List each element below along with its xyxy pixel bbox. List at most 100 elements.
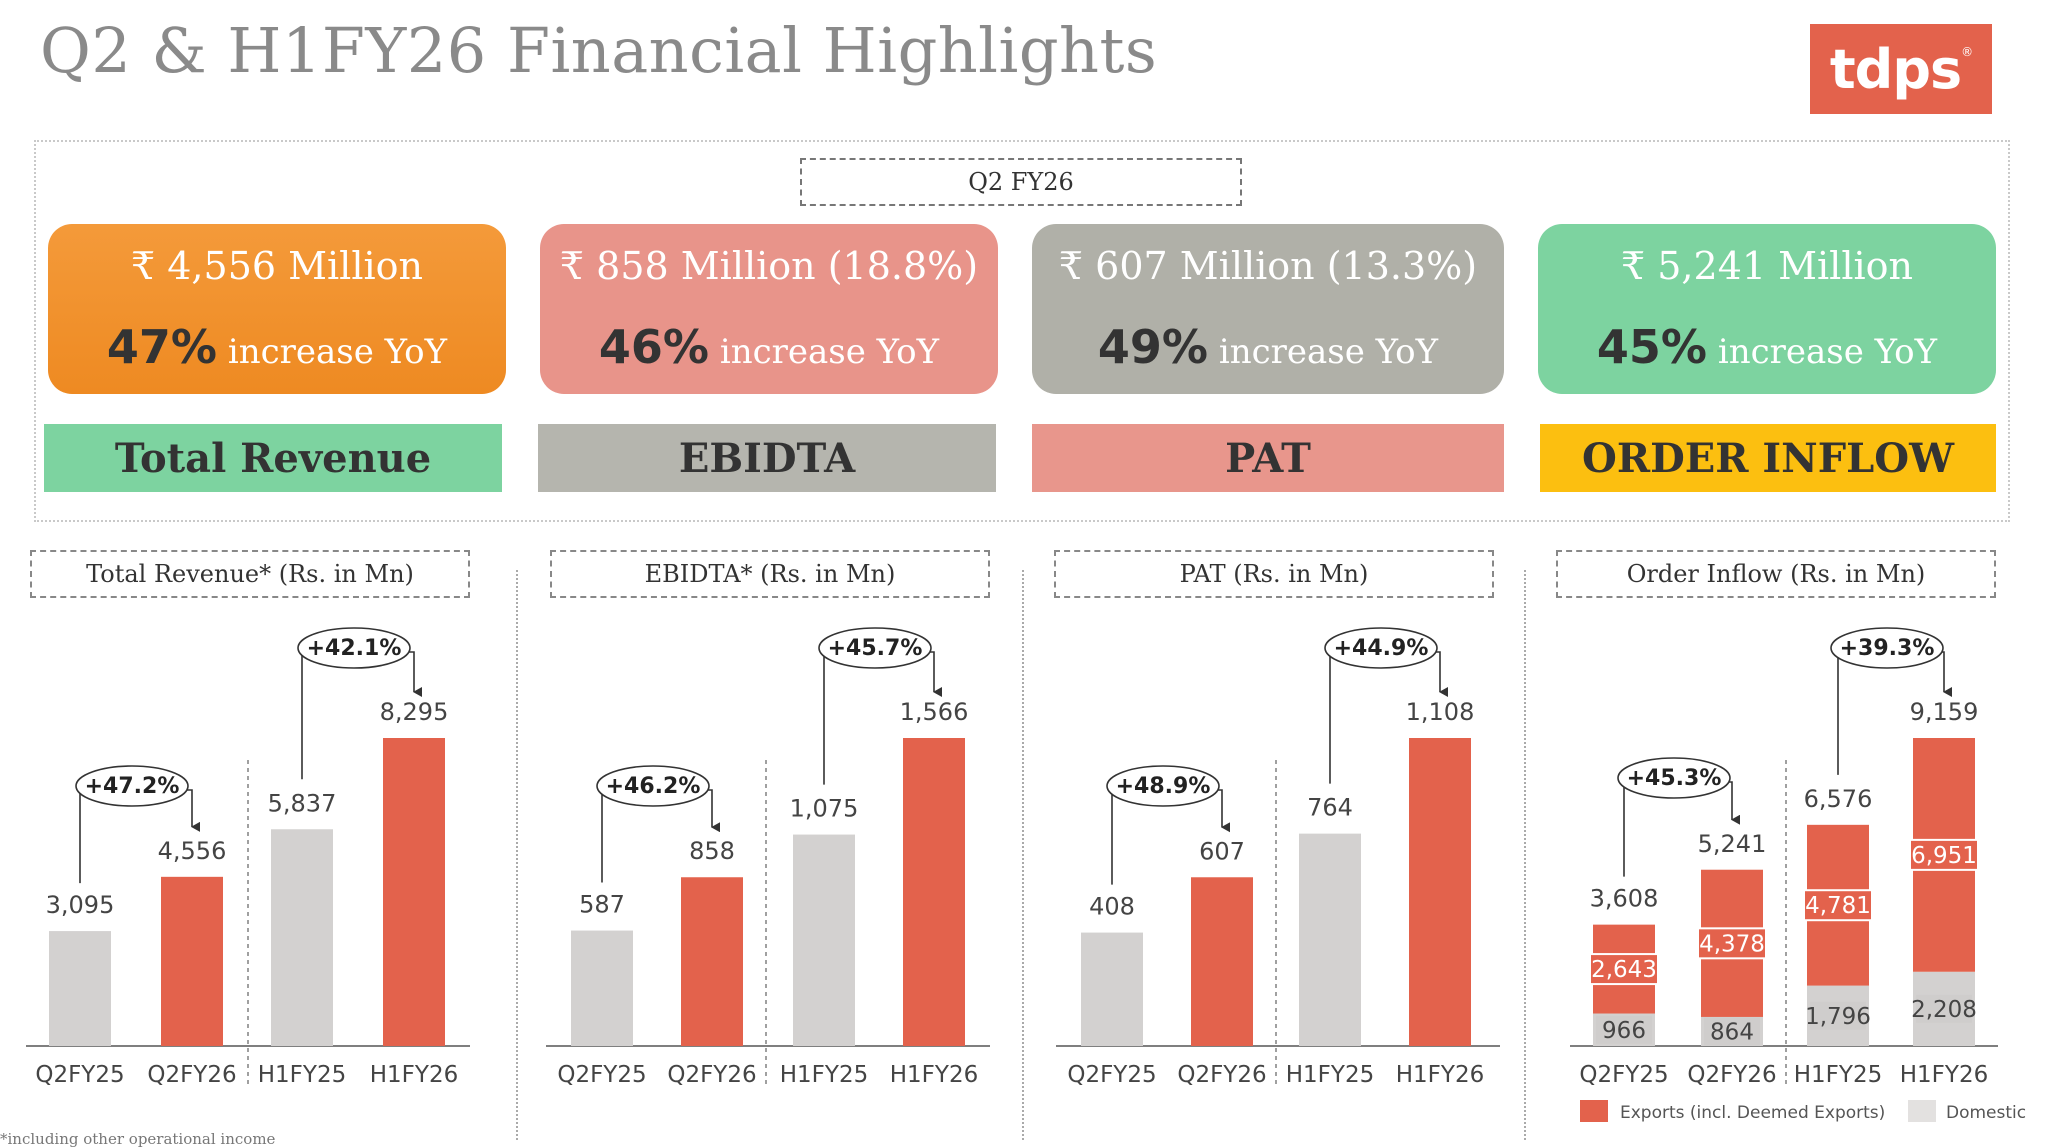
chart-title-ebidta: EBIDTA* (Rs. in Mn) — [550, 550, 990, 598]
label-total-revenue: Total Revenue — [44, 424, 502, 492]
bar — [1409, 738, 1471, 1046]
growth-label: +48.9% — [1116, 774, 1211, 799]
growth-arrow-half-year: +42.1% — [297, 627, 422, 780]
category-label: H1FY26 — [890, 1062, 978, 1088]
value-label: 5,837 — [268, 789, 337, 817]
category-label: Q2FY26 — [147, 1062, 236, 1088]
value-label: 764 — [1307, 794, 1353, 822]
kpi-yoy-text: increase YoY — [217, 332, 448, 372]
category-label: Q2FY26 — [667, 1062, 756, 1088]
value-label: 2,643 — [1591, 957, 1657, 983]
bar — [793, 834, 855, 1046]
legend-label-domestic: Domestic — [1946, 1103, 2026, 1123]
growth-badge — [596, 765, 710, 807]
label-bg — [1803, 889, 1873, 922]
category-label: H1FY25 — [780, 1062, 868, 1088]
label-exports: 2,643 — [1589, 953, 1659, 986]
growth-badge — [1324, 627, 1438, 669]
chart-4: 966 2,643 3,608 Q2FY25 864 4,378 5,241 Q2FY26 1,… — [1570, 698, 1998, 1088]
kpi-amount: ₹ 858 Million (18.8%) — [559, 244, 979, 288]
panel-divider — [516, 570, 518, 1140]
growth-arrow-half-year: +45.7% — [818, 627, 942, 785]
chart-title-order-inflow: Order Inflow (Rs. in Mn) — [1556, 550, 1996, 598]
kpi-panel — [34, 140, 2010, 522]
label-bg — [1810, 1001, 1866, 1030]
kpi-amount: ₹ 607 Million (13.3%) — [1058, 244, 1478, 288]
kpi-yoy-pct: 47% — [106, 320, 218, 374]
kpi-amount: ₹ 5,241 Million — [1621, 244, 1913, 288]
value-label: 4,378 — [1699, 931, 1765, 957]
value-label: 1,566 — [900, 698, 969, 726]
bar — [49, 931, 111, 1046]
growth-arrow-quarter: +46.2% — [596, 765, 720, 883]
growth-label: +45.3% — [1627, 766, 1722, 791]
total-label: 9,159 — [1910, 698, 1979, 726]
chart-title-total-revenue: Total Revenue* (Rs. in Mn) — [30, 550, 470, 598]
growth-badge — [297, 627, 411, 669]
bar — [571, 930, 633, 1046]
value-label: 607 — [1199, 837, 1245, 865]
label-pat: PAT — [1032, 424, 1504, 492]
kpi-yoy-text: increase YoY — [1707, 332, 1938, 372]
logo-text: tdps — [1829, 37, 1962, 101]
value-label: 858 — [689, 837, 735, 865]
category-label: Q2FY25 — [1579, 1062, 1668, 1088]
kpi-yoy: 46% increase YoY — [540, 320, 998, 374]
growth-label: +45.7% — [828, 636, 923, 661]
growth-arrow-quarter: +48.9% — [1106, 765, 1230, 885]
bar — [271, 829, 333, 1046]
value-label: 2,208 — [1911, 997, 1977, 1023]
label-bg — [1909, 838, 1979, 871]
growth-badge — [818, 627, 932, 669]
period-label: Q2 FY26 — [800, 158, 1242, 206]
category-label: H1FY25 — [1794, 1062, 1882, 1088]
kpi-card-ebidta: ₹ 858 Million (18.8%) 46% increase YoY — [540, 224, 998, 394]
category-label: H1FY26 — [1396, 1062, 1484, 1088]
tdps-logo: tdps ® — [1810, 24, 1992, 114]
growth-arrow-half-year: +44.9% — [1324, 627, 1448, 784]
page-title: Q2 & H1FY26 Financial Highlights — [40, 14, 1158, 87]
kpi-card-total-revenue: ₹ 4,556 Million 47% increase YoY — [48, 224, 506, 394]
bar — [1299, 833, 1361, 1046]
growth-badge — [75, 765, 189, 807]
bar — [1081, 932, 1143, 1046]
chart-2: 587 Q2FY25 858 Q2FY26 1,075 H1FY25 1,566 H1FY26 — [546, 698, 990, 1088]
chart-1: 3,095 Q2FY25 4,556 Q2FY26 5,837 H1FY25 8,295 H1… — [26, 698, 470, 1088]
category-label: H1FY26 — [370, 1062, 458, 1088]
growth-label: +39.3% — [1840, 636, 1935, 661]
growth-arrow-quarter: +47.2% — [75, 765, 200, 884]
growth-arrow-quarter: +45.3% — [1617, 757, 1740, 877]
value-label: 587 — [579, 891, 625, 919]
total-label: 5,241 — [1698, 830, 1767, 858]
kpi-yoy-pct: 49% — [1097, 320, 1209, 374]
category-label: Q2FY25 — [557, 1062, 646, 1088]
label-exports: 6,951 — [1909, 838, 1979, 871]
category-label: Q2FY25 — [35, 1062, 124, 1088]
value-label: 1,796 — [1805, 1004, 1871, 1030]
value-label: 4,781 — [1805, 893, 1871, 919]
total-label: 6,576 — [1804, 785, 1873, 813]
value-label: 1,075 — [790, 795, 859, 823]
kpi-yoy-text: increase YoY — [1208, 332, 1439, 372]
category-label: H1FY26 — [1900, 1062, 1988, 1088]
bar — [903, 738, 965, 1046]
kpi-yoy-text: increase YoY — [709, 332, 940, 372]
growth-label: +46.2% — [606, 774, 701, 799]
label-domestic: 864 — [1704, 1017, 1760, 1046]
bar — [1191, 877, 1253, 1046]
value-label: 3,095 — [46, 891, 115, 919]
label-exports: 4,378 — [1697, 927, 1767, 960]
growth-arrow-half-year: +39.3% — [1830, 627, 1952, 775]
category-label: H1FY25 — [1286, 1062, 1374, 1088]
growth-label: +42.1% — [307, 636, 402, 661]
value-label: 966 — [1602, 1018, 1646, 1044]
label-domestic: 966 — [1596, 1015, 1652, 1044]
kpi-yoy-pct: 46% — [598, 320, 710, 374]
label-exports: 4,781 — [1803, 889, 1873, 922]
label-bg — [1704, 1017, 1760, 1046]
growth-badge — [1106, 765, 1220, 807]
label-bg — [1697, 927, 1767, 960]
bar — [383, 738, 445, 1046]
growth-badge — [1617, 757, 1731, 799]
